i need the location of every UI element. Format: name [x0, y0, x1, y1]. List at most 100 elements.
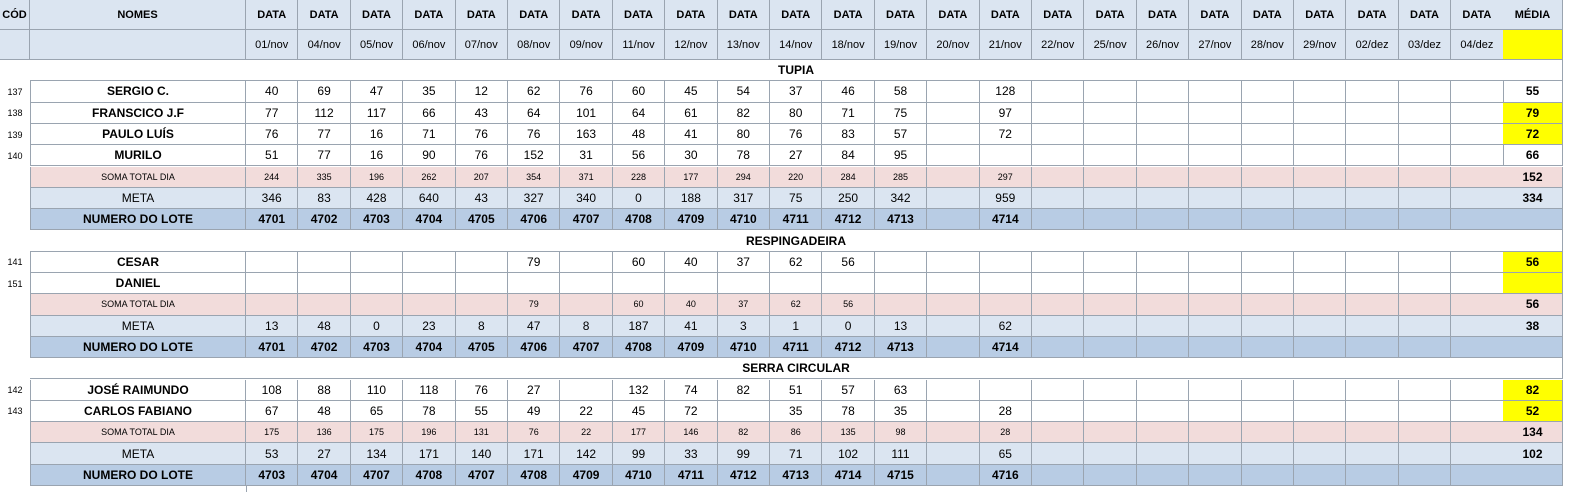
worker-value[interactable] — [1346, 81, 1399, 103]
worker-value[interactable]: 30 — [665, 145, 718, 167]
worker-value[interactable] — [455, 251, 508, 273]
worker-value[interactable]: 37 — [770, 81, 823, 103]
worker-value[interactable]: 28 — [979, 400, 1032, 423]
worker-value[interactable] — [1346, 145, 1399, 167]
worker-value[interactable] — [1189, 81, 1242, 103]
soma-value[interactable]: 284 — [822, 166, 875, 188]
worker-value[interactable]: 57 — [822, 379, 875, 401]
soma-value[interactable] — [1346, 422, 1399, 444]
worker-value[interactable]: 76 — [455, 379, 508, 401]
meta-cod-blank[interactable] — [0, 188, 30, 209]
meta-value[interactable]: 134 — [350, 443, 404, 465]
worker-value[interactable]: 46 — [822, 81, 875, 103]
worker-value[interactable]: 54 — [717, 81, 770, 103]
worker-value[interactable]: 16 — [350, 145, 404, 167]
soma-value[interactable]: 294 — [717, 166, 770, 188]
worker-value[interactable] — [1451, 273, 1504, 295]
meta-value[interactable] — [1084, 443, 1137, 465]
soma-value[interactable]: 86 — [770, 422, 823, 444]
header-cod[interactable]: CÓD — [0, 0, 30, 30]
worker-value[interactable] — [1294, 145, 1347, 167]
soma-value[interactable]: 220 — [770, 166, 823, 188]
soma-value[interactable]: 175 — [350, 422, 404, 444]
soma-value[interactable] — [874, 294, 928, 316]
worker-value[interactable]: 45 — [612, 400, 666, 423]
soma-value[interactable] — [1084, 166, 1137, 188]
soma-value[interactable]: 98 — [874, 422, 928, 444]
date-header[interactable]: 20/nov — [927, 30, 980, 60]
lote-value[interactable]: 4708 — [612, 336, 666, 359]
worker-value[interactable] — [1189, 273, 1242, 295]
soma-value[interactable]: 175 — [246, 422, 299, 444]
soma-value[interactable] — [1346, 166, 1399, 188]
header-data[interactable]: DATA — [822, 0, 875, 30]
header-data[interactable]: DATA — [717, 0, 770, 30]
soma-media[interactable]: 152 — [1503, 166, 1563, 188]
worker-value[interactable] — [1346, 102, 1399, 124]
soma-value[interactable] — [1241, 166, 1294, 188]
meta-value[interactable] — [1136, 443, 1190, 465]
soma-value[interactable] — [1451, 294, 1504, 316]
meta-value[interactable]: 111 — [874, 443, 928, 465]
header-data[interactable]: DATA — [403, 0, 456, 30]
meta-cod-blank[interactable] — [0, 443, 30, 464]
worker-value[interactable]: 128 — [979, 81, 1032, 103]
header-cod-blank[interactable] — [0, 30, 30, 60]
lote-value[interactable]: 4704 — [403, 209, 456, 231]
worker-value[interactable] — [927, 273, 980, 295]
meta-value[interactable] — [1451, 315, 1504, 337]
lote-value[interactable]: 4703 — [350, 209, 404, 231]
date-header[interactable]: 02/dez — [1346, 30, 1399, 60]
soma-value[interactable] — [927, 166, 980, 188]
soma-value[interactable]: 207 — [455, 166, 508, 188]
group-cod-blank[interactable] — [0, 60, 30, 81]
lote-value[interactable] — [1189, 464, 1242, 486]
worker-value[interactable] — [560, 251, 613, 273]
worker-value[interactable]: 57 — [874, 123, 928, 146]
meta-value[interactable]: 959 — [979, 187, 1032, 210]
worker-value[interactable] — [1241, 273, 1294, 295]
soma-label[interactable]: SOMA TOTAL DIA — [30, 166, 246, 188]
date-header[interactable]: 12/nov — [665, 30, 718, 60]
worker-value[interactable]: 65 — [350, 400, 404, 423]
worker-cod[interactable]: 137 — [7, 86, 23, 97]
meta-value[interactable]: 99 — [612, 443, 666, 465]
worker-value[interactable] — [1136, 81, 1190, 103]
worker-value[interactable] — [350, 251, 404, 273]
lote-value[interactable] — [1451, 336, 1504, 359]
worker-value[interactable] — [246, 251, 299, 273]
meta-value[interactable] — [1189, 443, 1242, 465]
lote-value[interactable]: 4705 — [455, 336, 508, 359]
header-data[interactable]: DATA — [612, 0, 666, 30]
soma-value[interactable]: 76 — [508, 422, 561, 444]
soma-value[interactable] — [1032, 422, 1085, 444]
worker-value[interactable]: 63 — [874, 379, 928, 401]
lote-value[interactable] — [1136, 464, 1190, 486]
worker-value[interactable] — [1241, 123, 1294, 146]
worker-value[interactable]: 69 — [298, 81, 351, 103]
worker-value[interactable] — [1136, 379, 1190, 401]
meta-value[interactable]: 13 — [874, 315, 928, 337]
worker-value[interactable] — [403, 273, 456, 295]
worker-value[interactable] — [1084, 273, 1137, 295]
soma-value[interactable] — [927, 422, 980, 444]
worker-value[interactable] — [1136, 145, 1190, 167]
worker-value[interactable]: 112 — [298, 102, 351, 124]
header-data[interactable]: DATA — [246, 0, 299, 30]
worker-value[interactable] — [403, 251, 456, 273]
meta-value[interactable]: 142 — [560, 443, 613, 465]
group-title[interactable]: SERRA CIRCULAR — [30, 358, 1563, 380]
worker-media[interactable]: 82 — [1503, 379, 1563, 401]
lote-value[interactable]: 4704 — [298, 464, 351, 486]
header-nomes[interactable]: NOMES — [30, 0, 246, 30]
meta-value[interactable] — [1451, 187, 1504, 210]
soma-value[interactable]: 177 — [665, 166, 718, 188]
lote-value[interactable]: 4707 — [455, 464, 508, 486]
meta-value[interactable] — [1346, 443, 1399, 465]
meta-value[interactable]: 342 — [874, 187, 928, 210]
lote-value[interactable]: 4703 — [350, 336, 404, 359]
soma-value[interactable]: 146 — [665, 422, 718, 444]
worker-value[interactable]: 152 — [508, 145, 561, 167]
worker-name[interactable]: SERGIO C. — [30, 81, 246, 103]
worker-value[interactable]: 31 — [560, 145, 613, 167]
